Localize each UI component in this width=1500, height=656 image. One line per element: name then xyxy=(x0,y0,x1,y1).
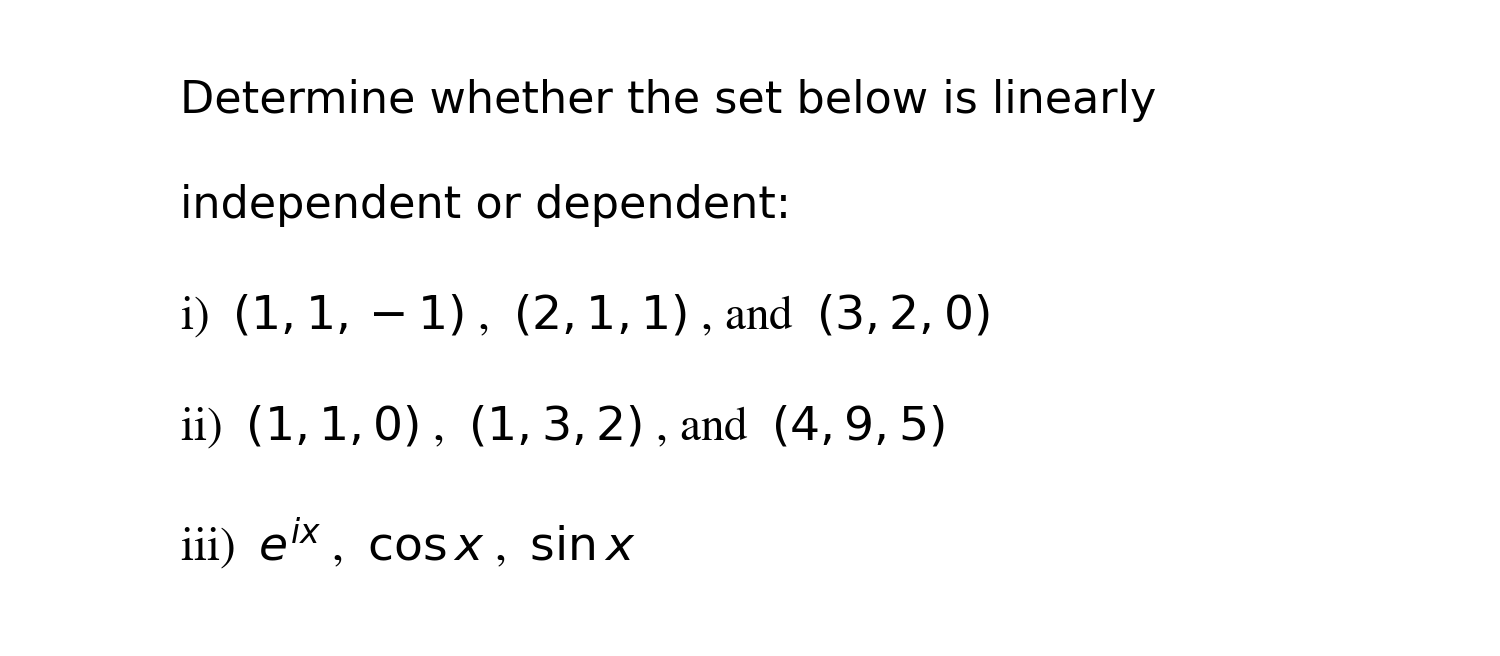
Text: Determine whether the set below is linearly: Determine whether the set below is linea… xyxy=(180,79,1156,122)
Text: independent or dependent:: independent or dependent: xyxy=(180,184,790,227)
Text: iii)  $e^{ix}$ ,  $\cos x$ ,  $\sin x$: iii) $e^{ix}$ , $\cos x$ , $\sin x$ xyxy=(180,515,636,572)
Text: i)  $(1, 1, -1)$ ,  $(2, 1, 1)$ , and  $(3, 2, 0)$: i) $(1, 1, -1)$ , $(2, 1, 1)$ , and $(3,… xyxy=(180,292,990,339)
Text: ii)  $(1, 1, 0)$ ,  $(1, 3, 2)$ , and  $(4, 9, 5)$: ii) $(1, 1, 0)$ , $(1, 3, 2)$ , and $(4,… xyxy=(180,403,945,451)
